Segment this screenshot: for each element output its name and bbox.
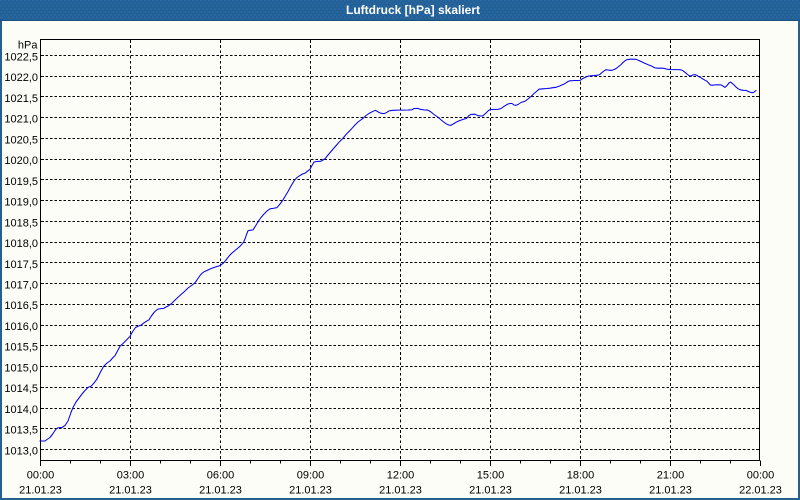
svg-text:1021,5: 1021,5 [4,93,38,105]
svg-text:hPa: hPa [18,40,38,52]
svg-text:21.01.23: 21.01.23 [559,485,602,497]
svg-text:1017,5: 1017,5 [4,259,38,271]
svg-text:1022,0: 1022,0 [4,72,38,84]
svg-text:21.01.23: 21.01.23 [109,485,152,497]
svg-text:12:00: 12:00 [387,469,415,481]
svg-text:1021,0: 1021,0 [4,114,38,126]
svg-text:1016,0: 1016,0 [4,321,38,333]
svg-text:21.01.23: 21.01.23 [289,485,332,497]
svg-text:06:00: 06:00 [207,469,235,481]
svg-text:1019,0: 1019,0 [4,197,38,209]
svg-text:21.01.23: 21.01.23 [649,485,692,497]
svg-text:1018,5: 1018,5 [4,217,38,229]
svg-text:21.01.23: 21.01.23 [469,485,512,497]
svg-text:1015,0: 1015,0 [4,363,38,375]
svg-text:21.01.23: 21.01.23 [199,485,242,497]
svg-text:00:00: 00:00 [27,469,55,481]
svg-text:21.01.23: 21.01.23 [379,485,422,497]
svg-text:1014,5: 1014,5 [4,383,38,395]
svg-text:03:00: 03:00 [117,469,145,481]
svg-text:15:00: 15:00 [477,469,505,481]
svg-text:1019,5: 1019,5 [4,176,38,188]
svg-text:1020,0: 1020,0 [4,155,38,167]
svg-text:1015,5: 1015,5 [4,342,38,354]
svg-text:1013,0: 1013,0 [4,445,38,457]
svg-text:22.01.23: 22.01.23 [739,485,782,497]
svg-text:1017,0: 1017,0 [4,280,38,292]
svg-text:21:00: 21:00 [657,469,685,481]
svg-text:1022,5: 1022,5 [4,51,38,63]
svg-text:21.01.23: 21.01.23 [19,485,62,497]
svg-text:18:00: 18:00 [567,469,595,481]
svg-text:1014,0: 1014,0 [4,404,38,416]
svg-text:00:00: 00:00 [747,469,775,481]
svg-text:1020,5: 1020,5 [4,134,38,146]
svg-text:1016,5: 1016,5 [4,300,38,312]
svg-text:1018,0: 1018,0 [4,238,38,250]
svg-text:1013,5: 1013,5 [4,425,38,437]
svg-text:09:00: 09:00 [297,469,325,481]
